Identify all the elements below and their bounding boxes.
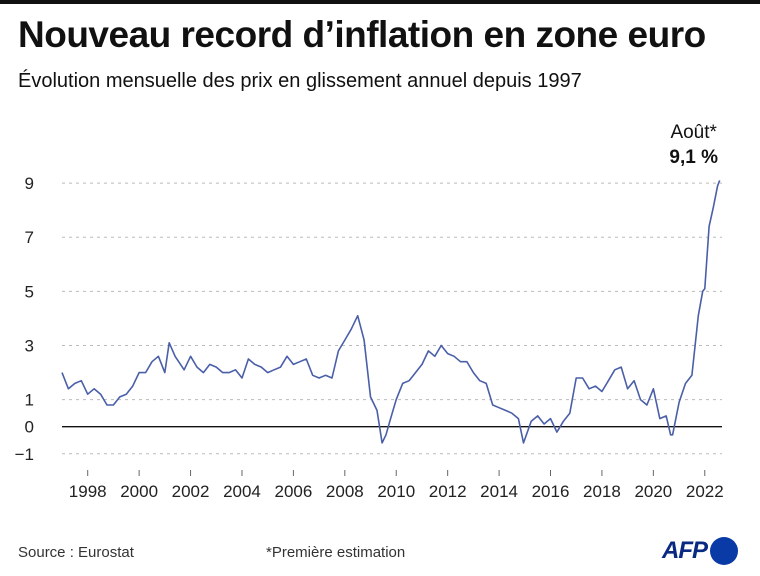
chart-subtitle: Évolution mensuelle des prix en glisseme…	[18, 70, 582, 92]
x-tick-label: 2020	[634, 482, 672, 501]
annotation: Août* 9,1 %	[669, 122, 718, 168]
x-tick-label: 2004	[223, 482, 261, 501]
x-tick-label: 1998	[69, 482, 107, 501]
annotation-label: Août*	[670, 122, 717, 143]
afp-logo-dot-icon	[710, 537, 738, 565]
y-tick-label: 5	[25, 282, 34, 301]
series-line-inflation	[61, 180, 721, 444]
annotation-value: 9,1 %	[669, 147, 718, 168]
top-rule	[0, 0, 760, 4]
source-text: Source : Eurostat	[18, 544, 134, 561]
x-tick-label: 2008	[326, 482, 364, 501]
y-tick-label: 3	[25, 336, 34, 355]
x-tick-label: 2002	[172, 482, 210, 501]
grid-lines	[62, 182, 722, 455]
x-tick-label: 2022	[686, 482, 724, 501]
series-layer	[61, 180, 721, 444]
x-tick-label: 2012	[429, 482, 467, 501]
y-tick-label: −1	[15, 445, 34, 464]
chart-title: Nouveau record d’inflation en zone euro	[18, 14, 706, 55]
afp-logo-text: AFP	[662, 537, 708, 564]
x-tick-label: 2014	[480, 482, 518, 501]
footnote-text: *Première estimation	[266, 544, 406, 561]
y-tick-label: 7	[25, 228, 34, 247]
y-tick-label: 1	[25, 391, 34, 410]
x-tick-label: 2006	[274, 482, 312, 501]
x-axis-ticks: 1998 2000 2002 2004 2006 2008 2010 2012 2014 2016…	[69, 470, 724, 501]
afp-logo: AFP	[662, 536, 738, 566]
y-axis-ticks: −1 0 1 3 5 7 9	[15, 174, 34, 464]
x-tick-label: 2016	[532, 482, 570, 501]
y-tick-label: 9	[25, 174, 34, 193]
x-tick-label: 2010	[377, 482, 415, 501]
x-tick-label: 2018	[583, 482, 621, 501]
x-tick-label: 2000	[120, 482, 158, 501]
y-tick-label: 0	[25, 418, 34, 437]
